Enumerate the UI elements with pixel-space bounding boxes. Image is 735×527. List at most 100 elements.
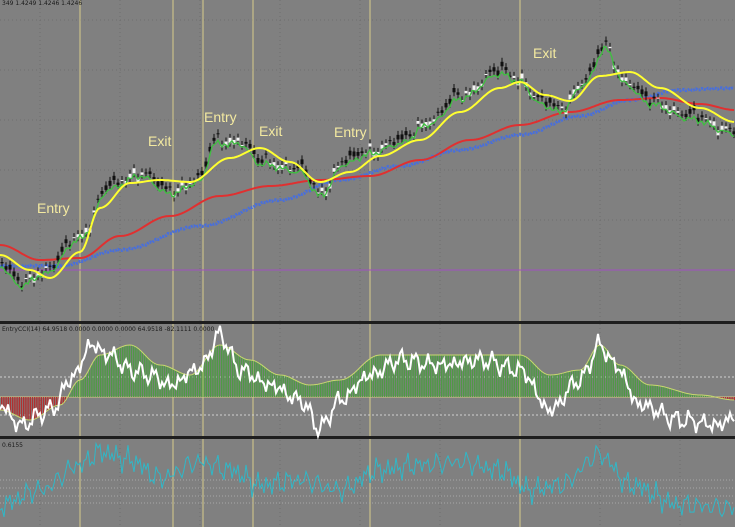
candle-body [732, 131, 735, 135]
cci-bar [78, 380, 80, 397]
candle-body [176, 188, 180, 193]
cci-bar [401, 355, 403, 397]
candle-body [244, 141, 248, 144]
cci-bar [34, 397, 36, 420]
candle-body [596, 49, 600, 55]
cci-bar [278, 374, 280, 397]
candle-body [584, 78, 588, 80]
candle-body [272, 162, 276, 166]
cci-bar [493, 355, 496, 397]
candle-body [464, 90, 468, 94]
cci-bar [82, 379, 84, 397]
indicator-header: EntryCCI(14) 64.9518 0.0000 0.0000 0.000… [2, 326, 215, 333]
cci-bar [240, 356, 243, 397]
candle-body [196, 173, 200, 176]
cci-bar [474, 355, 476, 397]
cci-bar [69, 394, 71, 397]
cci-bar [216, 345, 218, 397]
candle-body [224, 141, 228, 146]
candle-body [72, 237, 76, 239]
signal-label: Entry [37, 200, 70, 216]
cci-bar [344, 379, 346, 397]
cci-bar [29, 397, 31, 420]
cci-bar [588, 360, 590, 397]
cci-bar [25, 397, 27, 420]
cci-bar [9, 397, 12, 413]
candle-body [156, 181, 160, 187]
cci-bar [148, 358, 150, 397]
cci-bar [476, 355, 478, 397]
cci-bar [449, 355, 452, 397]
cci-bar [306, 384, 309, 397]
cci-bar [665, 387, 667, 397]
cci-bar [188, 374, 190, 397]
cci-bar [603, 346, 606, 397]
candle-body [480, 83, 484, 87]
cci-bar [399, 355, 401, 397]
cci-bar [447, 355, 449, 397]
candle-body [52, 264, 56, 269]
cci-bar [276, 374, 278, 397]
candle-body [392, 141, 396, 145]
candle-body [128, 173, 132, 179]
cci-bar [610, 355, 612, 397]
candle-body [500, 61, 504, 67]
candle-body [512, 75, 516, 78]
candle-body [352, 151, 356, 157]
candle-body [688, 109, 692, 114]
cci-bar [346, 378, 348, 397]
cci-bar [724, 397, 727, 400]
candle-body [348, 150, 352, 156]
candle-body [268, 163, 272, 165]
candle-body [652, 96, 656, 99]
candle-body [364, 153, 368, 155]
candle-body [396, 134, 400, 140]
candle-body [656, 97, 660, 99]
cci-bar [225, 346, 227, 397]
moving-average [0, 85, 735, 269]
candle-body [452, 87, 456, 93]
cci-bar [531, 361, 533, 397]
candle-body [44, 266, 48, 268]
candle-body [116, 182, 120, 185]
cci-bar [229, 348, 232, 397]
candle-body [360, 151, 364, 154]
signal-label: Entry [334, 124, 367, 140]
candle-body [200, 170, 204, 175]
cci-bar [595, 348, 597, 397]
candle-body [444, 103, 448, 108]
cci-bar [379, 355, 381, 397]
candle-body [120, 180, 124, 182]
cci-bar [333, 380, 335, 397]
cci-bar [12, 397, 14, 414]
cci-bar [93, 361, 95, 397]
cci-bar [577, 370, 579, 397]
cci-bar [405, 355, 408, 397]
cci-bar [562, 373, 564, 397]
cci-bar [548, 374, 551, 397]
candle-body [16, 276, 20, 281]
candle-body [180, 180, 184, 186]
cci-bar [117, 348, 119, 397]
cci-bar [311, 384, 313, 397]
candle-body [432, 119, 436, 122]
cci-bar [667, 387, 669, 397]
candle-body [212, 137, 216, 141]
candle-body [588, 67, 592, 72]
cci-bar [196, 371, 199, 397]
cci-bar [584, 367, 586, 397]
cci-bar [45, 397, 47, 413]
cci-bar [71, 389, 73, 397]
cci-bar [16, 397, 18, 416]
trend-line [0, 45, 735, 291]
cci-bar [432, 355, 434, 397]
cci-bar [390, 355, 392, 397]
candle-body [672, 106, 676, 111]
cci-bar [84, 376, 86, 397]
cci-bar [676, 390, 678, 397]
candle-body [240, 144, 244, 146]
cci-bar [685, 392, 687, 397]
candle-body [104, 185, 108, 190]
cci-bar [80, 379, 82, 397]
cci-bar [465, 355, 467, 397]
